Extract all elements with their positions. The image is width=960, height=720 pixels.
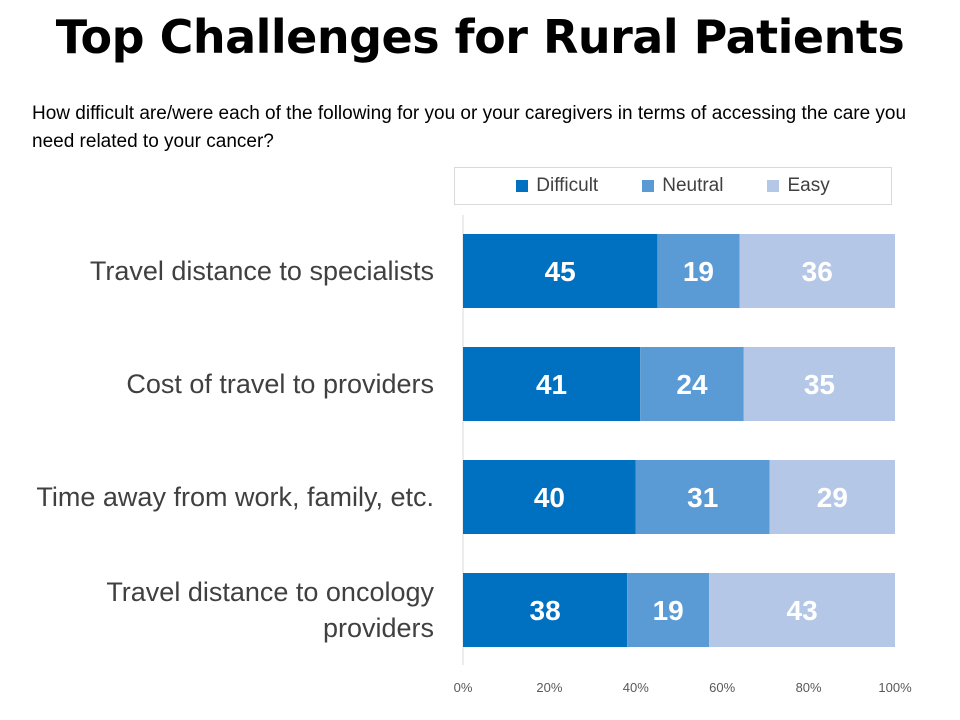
legend-swatch-difficult — [516, 180, 529, 192]
legend-label-easy: Easy — [787, 175, 830, 196]
data-label-neutral-1: 24 — [676, 369, 708, 400]
category-label: Travel distance to oncology providers — [106, 577, 434, 643]
bar-difficult-3 — [463, 573, 628, 647]
x-tick-label: 80% — [796, 680, 822, 695]
x-tick-label: 0% — [454, 680, 473, 695]
bar-difficult-2 — [463, 460, 636, 534]
legend: Difficult Neutral Easy — [454, 167, 892, 205]
legend-swatch-easy — [767, 180, 780, 192]
legend-label-difficult: Difficult — [536, 175, 599, 196]
bar-easy-0 — [739, 234, 895, 308]
bar-easy-1 — [743, 347, 895, 421]
category-label: Travel distance to specialists — [89, 256, 434, 286]
legend-item-difficult: Difficult — [516, 175, 598, 197]
data-label-neutral-0: 19 — [683, 256, 714, 287]
legend-swatch-neutral — [642, 180, 655, 192]
x-tick-label: 20% — [536, 680, 562, 695]
legend-label-neutral: Neutral — [662, 175, 724, 196]
data-label-neutral-2: 31 — [687, 482, 718, 513]
legend-item-neutral: Neutral — [642, 175, 723, 197]
data-label-easy-3: 43 — [787, 595, 818, 626]
chart-title: Top Challenges for Rural Patients — [55, 10, 905, 64]
bar-difficult-0 — [463, 234, 658, 308]
data-label-difficult-2: 40 — [534, 482, 565, 513]
bar-neutral-1 — [640, 347, 744, 421]
category-label: Cost of travel to providers — [126, 369, 434, 399]
x-tick-label: 60% — [709, 680, 735, 695]
data-label-easy-0: 36 — [802, 256, 833, 287]
bar-difficult-1 — [463, 347, 641, 421]
bar-neutral-3 — [627, 573, 710, 647]
legend-item-easy: Easy — [767, 175, 830, 197]
bar-easy-3 — [709, 573, 895, 647]
data-label-difficult-3: 38 — [530, 595, 561, 626]
category-label: Time away from work, family, etc. — [36, 482, 434, 512]
data-label-difficult-0: 45 — [545, 256, 576, 287]
bar-neutral-0 — [657, 234, 740, 308]
bar-neutral-2 — [635, 460, 770, 534]
chart-subtitle: How difficult are/were each of the follo… — [32, 103, 907, 152]
bar-easy-2 — [769, 460, 895, 534]
x-tick-label: 40% — [623, 680, 649, 695]
data-label-easy-1: 35 — [804, 369, 835, 400]
data-label-neutral-3: 19 — [653, 595, 684, 626]
x-tick-label: 100% — [878, 680, 912, 695]
data-label-easy-2: 29 — [817, 482, 848, 513]
data-label-difficult-1: 41 — [536, 369, 567, 400]
